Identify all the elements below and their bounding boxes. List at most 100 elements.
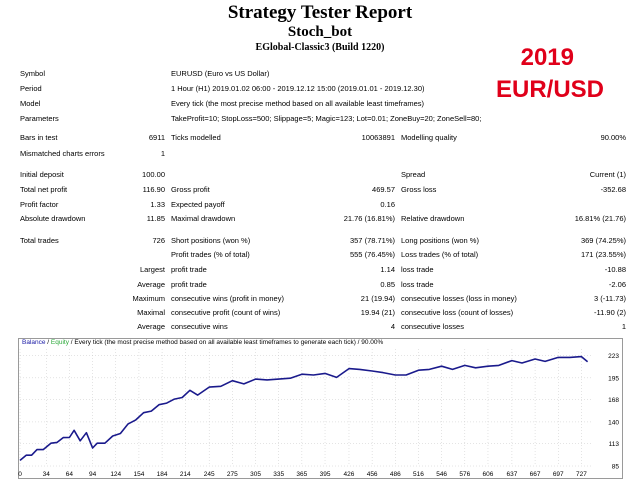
row-label-right: loss trade — [401, 265, 434, 274]
parameters-value: TakeProfit=10; StopLoss=500; Slippage=5;… — [171, 114, 482, 123]
x-tick-label: 335 — [273, 471, 284, 478]
x-tick-label: 94 — [89, 471, 97, 478]
x-tick-label: 637 — [506, 471, 517, 478]
loss-trades-value: 171 (23.55%) — [580, 250, 626, 259]
short-positions-value: 357 (78.71%) — [349, 236, 395, 245]
profit-factor-value: 1.33 — [150, 200, 165, 209]
row-label-left: profit trade — [171, 265, 207, 274]
x-tick-label: 576 — [459, 471, 470, 478]
relative-drawdown-label: Relative drawdown — [401, 214, 465, 223]
x-tick-label: 667 — [530, 471, 541, 478]
period-label: Period — [20, 84, 42, 93]
x-tick-label: 0 — [18, 471, 22, 478]
build-info: EGlobal-Classic3 (Build 1220) — [255, 42, 385, 53]
row-label-right: consecutive loss (count of losses) — [401, 308, 514, 317]
long-positions-value: 369 (74.25%) — [580, 236, 626, 245]
row-label-right: loss trade — [401, 280, 434, 289]
y-tick-label: 223 — [608, 353, 619, 360]
absolute-drawdown-value: 11.85 — [146, 214, 165, 223]
row-value-left: 0.85 — [380, 280, 395, 289]
profit-factor-label: Profit factor — [20, 200, 59, 209]
maximal-drawdown-label: Maximal drawdown — [171, 214, 236, 223]
x-tick-label: 64 — [66, 471, 74, 478]
parameters-label: Parameters — [20, 114, 59, 123]
spread-label: Spread — [401, 170, 426, 179]
row-label-right: consecutive losses — [401, 322, 464, 331]
row-prefix: Largest — [139, 265, 165, 274]
initial-deposit-label: Initial deposit — [20, 170, 64, 179]
row-value-right: 1 — [621, 322, 626, 331]
relative-drawdown-value: 16.81% (21.76) — [574, 214, 626, 223]
x-tick-label: 124 — [110, 471, 121, 478]
x-tick-label: 395 — [320, 471, 331, 478]
row-label-left: consecutive wins (profit in money) — [171, 294, 284, 303]
y-tick-label: 195 — [608, 375, 619, 382]
row-label-right: consecutive losses (loss in money) — [401, 294, 517, 303]
x-tick-label: 365 — [296, 471, 307, 478]
total-net-profit-label: Total net profit — [20, 185, 68, 194]
balance-line — [19, 355, 589, 462]
symbol-label: Symbol — [20, 69, 46, 78]
year-badge: 2019 — [520, 44, 574, 71]
y-tick-label: 140 — [608, 419, 619, 426]
x-tick-label: 426 — [344, 471, 355, 478]
gross-loss-value: -352.68 — [600, 185, 626, 194]
model-label: Model — [20, 99, 41, 108]
model-value: Every tick (the most precise method base… — [171, 99, 425, 108]
report-title: Strategy Tester Report — [227, 2, 413, 23]
row-value-right: 3 (-11.73) — [594, 294, 626, 303]
expert-name: Stoch_bot — [287, 24, 353, 40]
x-tick-label: 245 — [204, 471, 215, 478]
x-tick-label: 606 — [483, 471, 494, 478]
absolute-drawdown-label: Absolute drawdown — [20, 214, 86, 223]
symbol-value: EURUSD (Euro vs US Dollar) — [171, 69, 270, 78]
quality-value: 90.00% — [600, 133, 626, 142]
pair-badge: EUR/USD — [495, 76, 604, 103]
y-tick-label: 113 — [609, 441, 620, 448]
row-value-left: 4 — [390, 322, 395, 331]
bars-label: Bars in test — [20, 133, 58, 142]
legend-separator: / — [45, 339, 51, 346]
row-label-left: consecutive profit (count of wins) — [171, 308, 281, 317]
row-label-left: profit trade — [171, 280, 207, 289]
total-net-profit-value: 116.90 — [142, 185, 165, 194]
x-tick-label: 486 — [390, 471, 401, 478]
x-tick-label: 34 — [43, 471, 51, 478]
row-value-left: 21 (19.94) — [360, 294, 395, 303]
chart-frame — [18, 338, 623, 479]
row-value-right: -10.88 — [604, 265, 626, 274]
row-value-left: 19.94 (21) — [360, 308, 395, 317]
legend-equity: Equity — [50, 339, 69, 346]
long-positions-label: Long positions (won %) — [401, 236, 479, 245]
total-trades-value: 726 — [152, 236, 165, 245]
expected-payoff-value: 0.16 — [380, 200, 395, 209]
row-value-right: -2.06 — [608, 280, 626, 289]
x-tick-label: 184 — [157, 471, 168, 478]
spread-value: Current (1) — [589, 170, 626, 179]
legend-description: / Every tick (the most precise method ba… — [69, 339, 384, 346]
chart-legend: Balance / Equity / Every tick (the most … — [22, 339, 383, 346]
row-prefix: Average — [137, 280, 165, 289]
row-label-left: consecutive wins — [171, 322, 228, 331]
y-tick-label: 168 — [608, 397, 619, 404]
x-tick-label: 214 — [180, 471, 191, 478]
balance-chart: 0 34 64 94 124 154 184 214 245 275 305 335 365 395 426… — [18, 338, 623, 479]
gross-loss-label: Gross loss — [401, 185, 437, 194]
period-value: 1 Hour (H1) 2019.01.02 06:00 - 2019.12.1… — [171, 84, 425, 93]
row-value-left: 1.14 — [380, 265, 395, 274]
profit-trades-label: Profit trades (% of total) — [171, 250, 250, 259]
x-tick-label: 546 — [436, 471, 447, 478]
loss-trades-label: Loss trades (% of total) — [401, 250, 479, 259]
x-tick-label: 154 — [133, 471, 144, 478]
row-prefix: Average — [137, 322, 165, 331]
profit-trades-value: 555 (76.45%) — [349, 250, 395, 259]
gross-profit-value: 469.57 — [372, 185, 395, 194]
y-tick-label: 85 — [612, 464, 620, 471]
legend-balance: Balance — [22, 339, 46, 346]
short-positions-label: Short positions (won %) — [171, 236, 251, 245]
row-value-right: -11.90 (2) — [594, 308, 626, 317]
maximal-drawdown-value: 21.76 (16.81%) — [343, 214, 395, 223]
x-tick-label: 456 — [367, 471, 378, 478]
row-prefix: Maximal — [137, 308, 165, 317]
x-tick-label: 516 — [413, 471, 424, 478]
